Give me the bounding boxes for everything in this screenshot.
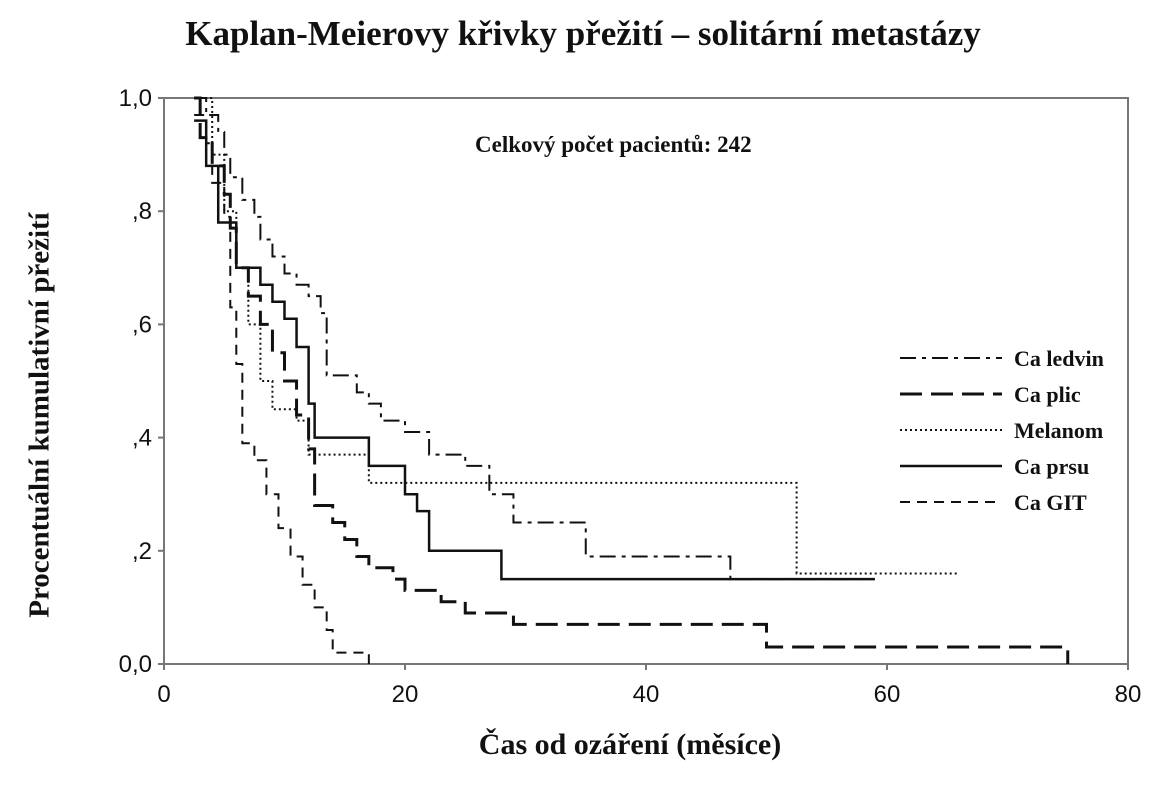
legend-label-ca-git: Ca GIT: [1014, 490, 1087, 515]
x-tick-label: 0: [157, 681, 170, 708]
legend-label-ca-prsu: Ca prsu: [1014, 454, 1089, 479]
x-tick-label: 80: [1115, 681, 1142, 708]
patient-count-annotation: Celkový počet pacientů: 242: [475, 132, 752, 157]
series-curve-ca-prsu: [194, 119, 875, 581]
legend-label-ca-ledvin: Ca ledvin: [1014, 346, 1104, 371]
x-tick-label: 40: [633, 681, 660, 708]
y-tick-label: ,6: [132, 311, 152, 338]
y-tick-label: 0,0: [119, 651, 152, 678]
chart-title: Kaplan-Meierovy křivky přežití – solitár…: [185, 14, 981, 53]
series-curve-ca-plic: [194, 96, 1070, 664]
legend-label-ca-plic: Ca plic: [1014, 382, 1081, 407]
series-curve-melanom: [200, 97, 960, 575]
y-tick-label: 1,0: [119, 85, 152, 112]
y-tick-label: ,4: [132, 425, 152, 452]
x-tick-label: 60: [874, 681, 901, 708]
x-axis-label: Čas od ozáření (měsíce): [478, 728, 782, 761]
series-curve-ca-git: [194, 113, 370, 664]
y-tick-label: ,8: [132, 198, 152, 225]
legend-label-melanom: Melanom: [1014, 418, 1103, 443]
y-tick-label: ,2: [132, 538, 152, 565]
x-tick-label: 20: [392, 681, 419, 708]
series-curve-ca-ledvin: [194, 97, 863, 581]
